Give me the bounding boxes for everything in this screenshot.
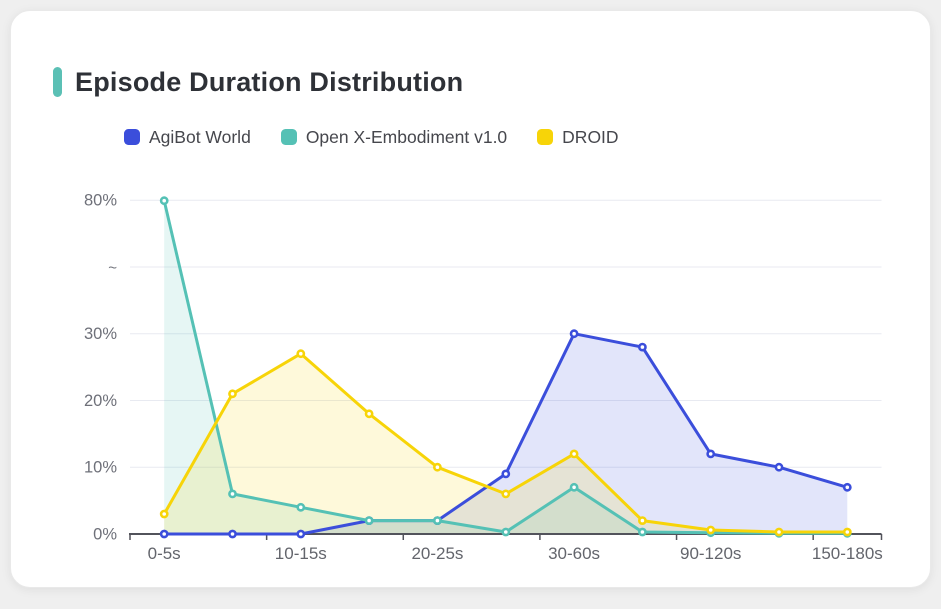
- data-point-marker: [296, 349, 306, 359]
- data-point-marker: [569, 449, 579, 459]
- y-axis-label: 0%: [93, 526, 117, 544]
- x-axis-label: 90-120s: [680, 544, 741, 563]
- data-point-marker: [432, 462, 442, 472]
- data-point-marker: [774, 527, 784, 537]
- x-axis-label: 10-15s: [275, 544, 327, 563]
- legend-item-label: AgiBot World: [149, 126, 251, 147]
- data-point-marker: [569, 482, 579, 492]
- data-point-marker: [842, 527, 852, 537]
- legend-item-1[interactable]: Open X-Embodiment v1.0: [280, 126, 508, 148]
- legend-item-2[interactable]: DROID: [537, 126, 619, 148]
- page-title: Episode Duration Distribution: [75, 66, 464, 97]
- data-point-marker: [364, 516, 374, 525]
- data-point-marker: [501, 527, 511, 537]
- data-point-marker: [842, 482, 852, 492]
- series-area-2: [164, 353, 848, 534]
- data-point-marker: [432, 516, 442, 525]
- y-axis-label: 30%: [84, 325, 117, 343]
- y-axis-label: 80%: [84, 192, 117, 210]
- data-point-marker: [228, 489, 237, 499]
- data-point-marker: [706, 525, 716, 535]
- x-axis-label: 30-60s: [548, 544, 600, 563]
- series-area-1: [164, 200, 848, 534]
- data-point-marker: [774, 462, 784, 472]
- data-point-marker: [296, 502, 306, 512]
- data-point-marker: [638, 527, 647, 537]
- x-axis-label: 150-180s: [812, 544, 883, 563]
- y-axis-label: 10%: [84, 459, 117, 477]
- data-point-marker: [228, 389, 237, 399]
- data-point-marker: [364, 409, 374, 419]
- data-point-marker: [638, 342, 647, 352]
- card-header: Episode Duration Distribution: [53, 65, 463, 99]
- data-point-marker: [638, 516, 647, 525]
- legend-item-label: Open X-Embodiment v1.0: [305, 126, 508, 147]
- y-axis-label: 20%: [84, 392, 117, 410]
- title-accent-bar: [53, 67, 62, 97]
- data-point-marker: [569, 329, 579, 339]
- legend-swatch-icon: [537, 129, 554, 145]
- y-axis-label: ~: [108, 259, 117, 276]
- legend-swatch-icon: [280, 129, 297, 145]
- data-point-marker: [706, 449, 716, 459]
- legend-swatch-icon: [124, 129, 140, 145]
- chart-card: Episode Duration Distribution AgiBot Wor…: [10, 10, 931, 588]
- data-point-marker: [501, 469, 511, 479]
- series-area-0: [164, 333, 848, 534]
- data-point-marker: [501, 489, 511, 499]
- data-point-marker: [296, 529, 306, 539]
- data-point-marker: [228, 529, 237, 539]
- data-point-marker: [159, 529, 169, 539]
- x-axis-label: 0-5s: [148, 544, 181, 563]
- chart-legend: AgiBot World Open X-Embodiment v1.0 DROID: [124, 125, 619, 149]
- line-chart-canvas[interactable]: 0% 10% 20% 30% ~80% 0-5s 10-15s 20-25s 30-60s 90-…: [11, 11, 941, 609]
- legend-item-label: DROID: [562, 126, 619, 147]
- data-point-marker: [159, 196, 169, 206]
- x-axis-label: 20-25s: [411, 544, 463, 563]
- legend-item-0[interactable]: AgiBot World: [124, 127, 251, 148]
- data-point-marker: [159, 509, 169, 519]
